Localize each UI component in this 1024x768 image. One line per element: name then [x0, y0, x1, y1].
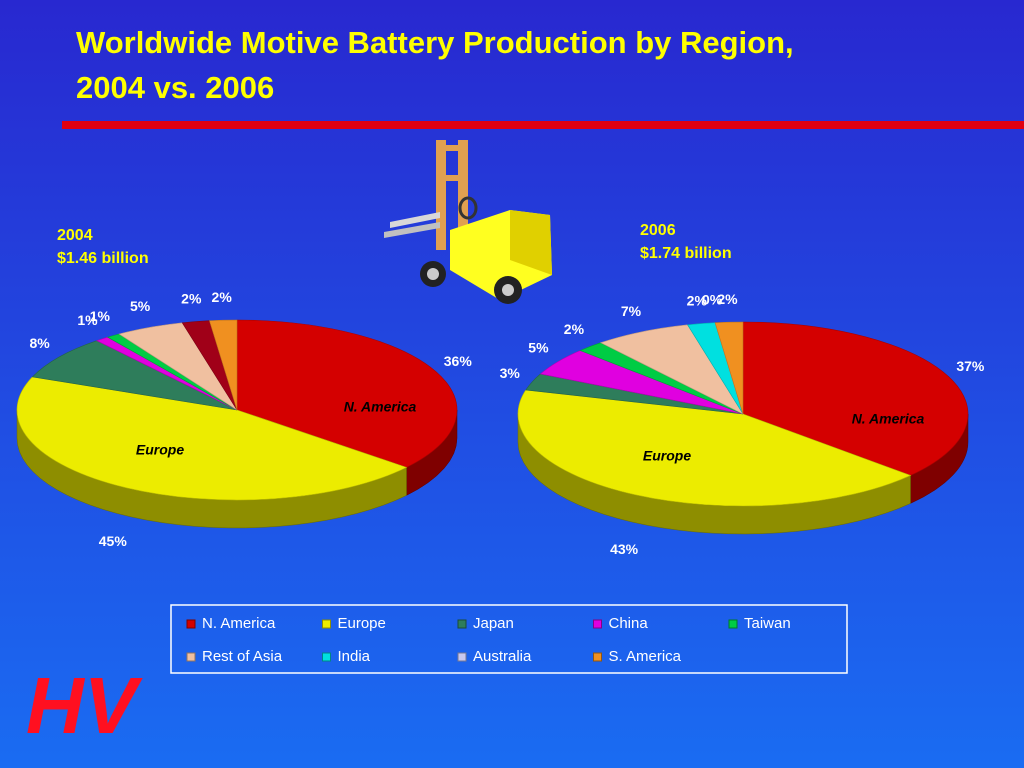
legend-label: S. America [609, 648, 682, 665]
value-label: 2% [687, 293, 708, 309]
legend-label: Japan [473, 615, 514, 632]
chart-title: 2004 [57, 227, 93, 244]
value-label: 2% [212, 289, 233, 305]
legend-label: N. America [202, 615, 276, 632]
value-label: 2% [181, 291, 202, 307]
value-label: 1% [77, 312, 98, 328]
legend-label: China [609, 615, 649, 632]
value-label: 2% [717, 291, 738, 307]
value-label: 8% [29, 335, 50, 351]
value-label: 7% [621, 303, 642, 319]
legend-label: Taiwan [744, 615, 791, 632]
slice-label: N. America [852, 411, 925, 427]
legend-swatch [186, 619, 196, 629]
legend-swatch [457, 652, 467, 662]
value-label: 0% [702, 292, 723, 308]
legend-label: Europe [338, 615, 386, 632]
forklift [384, 140, 552, 304]
pie-slice [209, 319, 238, 411]
value-label: 5% [528, 340, 549, 356]
value-label: 36% [444, 353, 473, 369]
value-label: 45% [99, 533, 128, 549]
legend-swatch [322, 619, 331, 629]
value-label: 3% [500, 365, 521, 381]
legend-label: India [338, 648, 371, 665]
legend-label: Rest of Asia [202, 648, 283, 665]
value-label: 43% [610, 541, 639, 557]
pie-slice [517, 389, 912, 507]
value-label: 5% [130, 298, 151, 314]
legend-swatch [593, 619, 602, 629]
slice-label: Europe [136, 442, 184, 458]
pie-slice [742, 321, 969, 476]
chart-title: 2006 [640, 222, 676, 239]
legend-box [170, 604, 848, 674]
slice-label: N. America [344, 399, 417, 415]
legend-swatch [186, 652, 196, 662]
legend-swatch [457, 619, 467, 629]
value-label: 37% [956, 358, 985, 374]
pie-slice [714, 321, 744, 415]
pie-slice [31, 340, 238, 411]
value-label: 2% [564, 321, 585, 337]
slide-title: Worldwide Motive Battery Production by R… [76, 25, 794, 60]
slide-title: 2004 vs. 2006 [76, 70, 274, 105]
pie-slice [236, 319, 458, 468]
title-rule [62, 121, 1024, 129]
chart-subtitle: $1.46 billion [57, 250, 149, 267]
logo: HV [26, 661, 143, 750]
legend-swatch [593, 652, 602, 662]
chart-subtitle: $1.74 billion [640, 245, 732, 262]
slice-label: Europe [643, 448, 691, 464]
value-label: 1% [90, 308, 111, 324]
legend-swatch [322, 652, 331, 662]
legend-label: Australia [473, 648, 532, 665]
pie-slice [16, 376, 408, 501]
legend-swatch [728, 619, 738, 629]
